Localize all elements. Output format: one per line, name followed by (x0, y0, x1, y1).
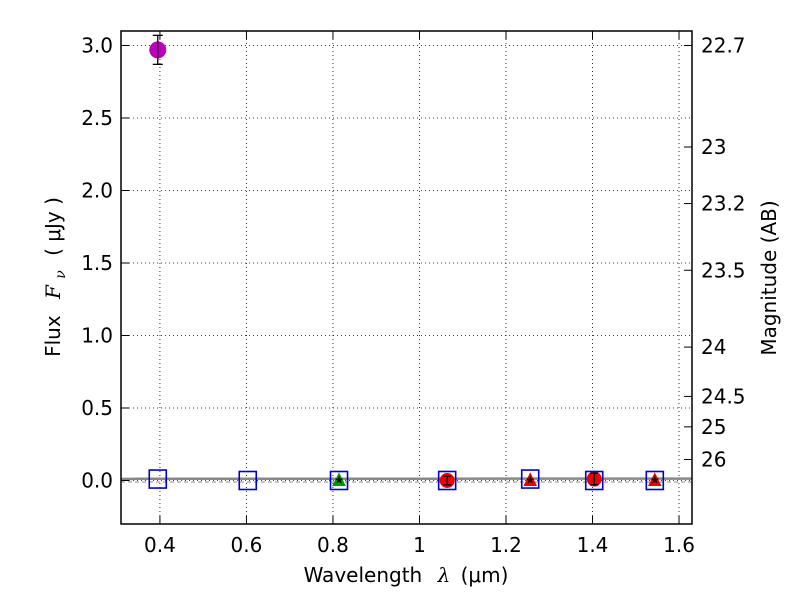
x-tick-label: 1.2 (490, 533, 522, 557)
y-tick-label: 1.5 (81, 251, 113, 275)
y2-tick-label: 22.7 (701, 34, 746, 58)
y2-axis-title: Magnitude (AB) (757, 200, 781, 355)
x-axis-title-symbol: λ (437, 563, 451, 587)
data-layer: ★ ★ ★ (121, 34, 692, 491)
y-tick-label: 0.5 (81, 396, 113, 420)
x-tick-label: 1.4 (577, 533, 609, 557)
x-axis-title: Wavelength λ (μm) (304, 563, 509, 587)
model-point-square (520, 469, 540, 489)
y-axis-title-text: Flux (41, 315, 65, 357)
y-axis-title: Flux F ν ( μJy ) (41, 197, 70, 357)
x-tick-label: 0.8 (317, 533, 349, 557)
y2-tick-label: 24.5 (701, 384, 746, 408)
upper-limit-star: ★ (650, 474, 660, 487)
axis-ticks: 0.4 0.6 0.8 1 1.2 1.4 1.6 0.0 0.5 1.0 1.5 2.0 2.5 3.0… (81, 31, 746, 557)
x-tick-label: 0.6 (231, 533, 263, 557)
y2-tick-label: 25 (701, 415, 726, 439)
y-tick-label: 2.0 (81, 179, 113, 203)
upper-limit-marker (523, 472, 538, 486)
y-tick-label: 1.0 (81, 324, 113, 348)
upper-limit-star: ★ (525, 474, 535, 487)
plot-frame (120, 30, 693, 525)
model-point-square (645, 470, 665, 491)
y2-tick-label: 23 (701, 135, 726, 159)
y-tick-label: 0.0 (81, 469, 113, 493)
model-point-square (148, 469, 168, 489)
model-point-square (238, 470, 258, 491)
model-point-square (437, 470, 457, 491)
y2-tick-label: 23.2 (701, 192, 746, 216)
x-axis-title-text: Wavelength (304, 563, 423, 587)
x-tick-label: 1 (413, 533, 426, 557)
y-tick-label: 3.0 (81, 34, 113, 58)
model-point-square (329, 470, 349, 491)
y-axis-title-symbol: F (41, 284, 65, 300)
upper-limit-marker (647, 472, 662, 486)
y-axis-title-subscript: ν (53, 270, 69, 279)
y-axis-title-unit: ( μJy ) (41, 197, 65, 256)
y-tick-label: 2.5 (81, 106, 113, 130)
x-tick-label: 0.4 (144, 533, 176, 557)
upper-limit-marker (332, 472, 346, 486)
y2-tick-label: 23.5 (701, 258, 746, 282)
y2-tick-label: 24 (701, 335, 726, 359)
grid-lines (121, 31, 692, 524)
upper-limit-star: ★ (334, 474, 344, 487)
x-axis-title-unit: (μm) (461, 563, 509, 587)
y2-tick-label: 26 (701, 447, 726, 471)
model-point-square (584, 470, 604, 491)
x-tick-label: 1.6 (663, 533, 695, 557)
